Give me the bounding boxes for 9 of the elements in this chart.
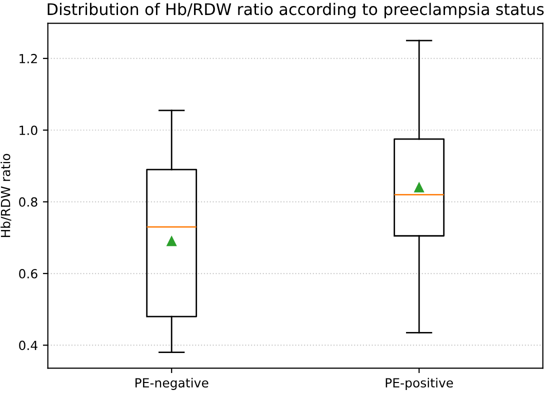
chart-title: Distribution of Hb/RDW ratio according to preeclampsia status: [48, 2, 544, 18]
y-tick-label: 0.8: [19, 197, 38, 207]
y-tick-label: 0.6: [19, 268, 38, 278]
y-axis-title: Hb/RDW ratio: [0, 154, 12, 237]
y-tick-label: 0.4: [19, 340, 38, 350]
x-tick-label: PE-positive: [386, 378, 453, 390]
y-tick-label: 1.0: [20, 126, 38, 136]
x-tick-label: PE-negative: [136, 378, 208, 390]
y-tick-label: 1.2: [20, 54, 37, 64]
